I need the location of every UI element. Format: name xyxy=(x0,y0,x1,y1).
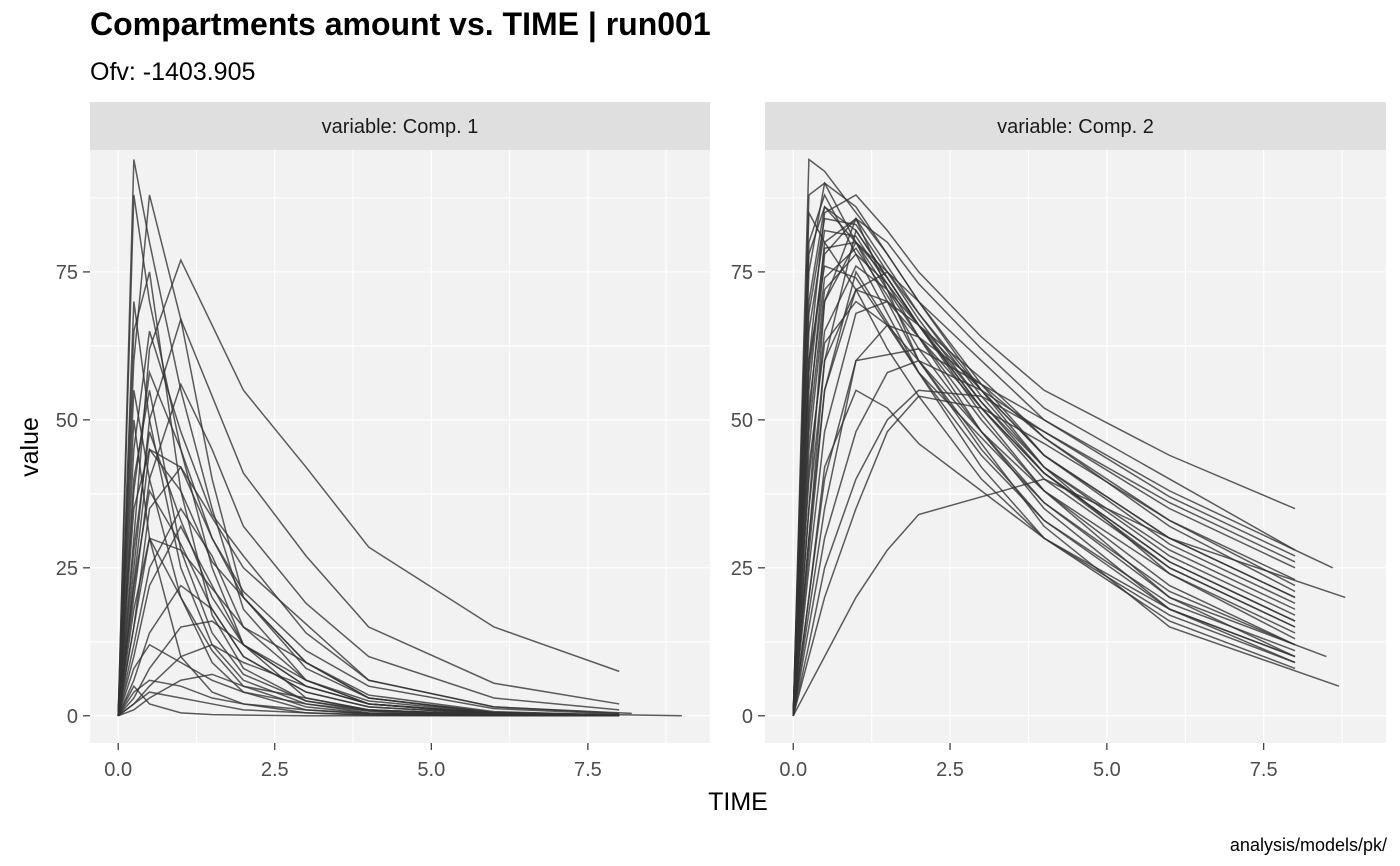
series-line-21 xyxy=(117,679,620,717)
series-line-27 xyxy=(117,271,620,717)
panel-background xyxy=(90,150,710,743)
series-line-28 xyxy=(792,247,1296,716)
series-line-23 xyxy=(792,253,1296,716)
facet-strip-label: variable: Comp. 2 xyxy=(997,116,1154,138)
x-axis: 0.0 2.5 5.0 7.5 xyxy=(779,743,1278,781)
series-line-28 xyxy=(117,369,620,716)
series-line-30 xyxy=(792,270,1327,716)
series-line-24 xyxy=(117,488,620,717)
x-tick-label: 2.5 xyxy=(936,759,964,781)
series-line-19 xyxy=(792,181,1296,716)
series-line-3 xyxy=(792,194,1296,716)
series-line-26 xyxy=(117,691,620,717)
x-tick-label: 5.0 xyxy=(417,759,445,781)
chart-subtitle: Ofv: -1403.905 xyxy=(90,58,255,86)
x-tick-label: 5.0 xyxy=(1093,759,1121,781)
grid xyxy=(765,150,1386,743)
facet-strip-label: variable: Comp. 1 xyxy=(322,116,479,138)
panels: variable: Comp. 10.0 2.5 5.0 7.50255075vari… xyxy=(56,102,1386,781)
series-group xyxy=(117,159,682,717)
series-line-29 xyxy=(792,228,1346,716)
x-axis-title: TIME xyxy=(708,788,768,816)
y-axis: 0 25 50 75 xyxy=(731,262,765,728)
series-line-29 xyxy=(117,448,632,716)
series-line-14 xyxy=(792,395,1296,716)
series-line-22 xyxy=(792,217,1296,716)
series-line-23 xyxy=(117,465,620,716)
series-line-26 xyxy=(792,389,1296,716)
y-tick-label: 50 xyxy=(731,410,753,432)
x-tick-label: 0.0 xyxy=(104,759,132,781)
y-tick-label: 0 xyxy=(742,706,753,728)
plot-caption: analysis/models/pk/ xyxy=(1230,835,1387,855)
x-tick-label: 0.0 xyxy=(779,759,807,781)
series-line-13 xyxy=(792,359,1296,716)
facet-strip xyxy=(90,102,710,150)
series-line-25 xyxy=(792,389,1296,716)
chart-title: Compartments amount vs. TIME | run001 xyxy=(90,6,711,42)
y-tick-label: 0 xyxy=(67,706,78,728)
x-tick-label: 7.5 xyxy=(574,759,602,781)
series-line-22 xyxy=(117,431,620,716)
y-tick-label: 25 xyxy=(731,558,753,580)
series-line-4 xyxy=(117,258,620,716)
y-tick-label: 75 xyxy=(731,262,753,284)
panel-2: variable: Comp. 2 0.0 2.5 5.0 7.5 0 25 50 75 xyxy=(731,102,1386,781)
x-tick-label: 7.5 xyxy=(1250,759,1278,781)
series-line-30 xyxy=(117,537,682,717)
y-tick-label: 25 xyxy=(56,558,78,580)
x-tick-label: 2.5 xyxy=(261,759,289,781)
series-line-27 xyxy=(792,205,1296,716)
series-line-12 xyxy=(792,229,1296,716)
y-axis: 0 25 50 75 xyxy=(56,262,90,728)
y-tick-label: 75 xyxy=(56,262,78,284)
series-group xyxy=(792,157,1346,717)
x-axis: 0.0 2.5 5.0 7.5 xyxy=(104,743,602,781)
y-axis-title: value xyxy=(16,417,44,477)
series-line-31 xyxy=(792,348,1333,716)
facet-strip xyxy=(765,102,1386,150)
y-tick-label: 50 xyxy=(56,410,78,432)
series-line-9 xyxy=(792,300,1296,716)
panel-1: variable: Comp. 1 0.0 2.5 5.0 7.5 0 25 50 75 xyxy=(56,102,710,781)
series-line-32 xyxy=(792,216,1340,716)
